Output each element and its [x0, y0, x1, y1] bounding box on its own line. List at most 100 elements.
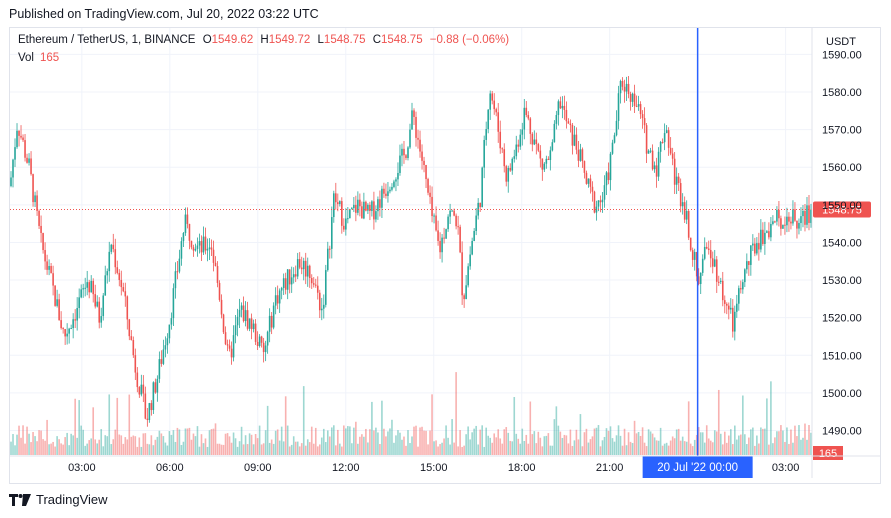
volume-bar [561, 437, 564, 455]
candle-body [84, 287, 86, 289]
currency-label: USDT [826, 36, 856, 48]
axes: USDT1490.001500.001510.001520.001530.001… [10, 28, 881, 478]
candle-body [232, 335, 235, 358]
volume-bar [266, 405, 269, 455]
volume-bar [254, 433, 257, 455]
candle-body [443, 237, 445, 239]
candle-body [385, 193, 387, 196]
y-tick-label: 1530.00 [822, 275, 862, 287]
candle-body [776, 209, 778, 222]
candle-body [437, 230, 439, 241]
volume-bar [603, 436, 606, 455]
candle-body [98, 301, 101, 323]
volume-bar [659, 427, 662, 455]
candle-body [276, 295, 279, 304]
high-value: 1549.72 [268, 34, 311, 46]
volume-bar [218, 443, 221, 455]
candle-body [593, 191, 596, 213]
candle-body [529, 118, 532, 134]
candle-body [202, 236, 205, 253]
volume-bar [152, 445, 155, 455]
volume-bar [794, 425, 796, 455]
volume-bar [274, 430, 277, 455]
volume-bar [531, 434, 534, 455]
volume-bar [497, 429, 500, 455]
volume-bar [475, 425, 477, 455]
volume-bar [485, 427, 487, 455]
candle-body [104, 275, 107, 296]
x-tick-label: 09:00 [244, 462, 272, 474]
volume-bar [170, 434, 173, 455]
volume-bar [272, 443, 275, 455]
candle-body [371, 201, 373, 211]
candle-body [40, 225, 42, 233]
footer[interactable]: TradingView [9, 492, 108, 507]
candle-body [389, 189, 391, 192]
candle-body [154, 382, 157, 393]
volume-bar [549, 445, 552, 455]
candle-body [304, 260, 307, 277]
volume-bar [80, 425, 82, 455]
volume-bar [166, 445, 169, 455]
volume-bar [691, 446, 694, 455]
candle-body [479, 202, 481, 208]
volume-bar [553, 419, 556, 455]
candle-body [379, 199, 381, 208]
candle-body [126, 296, 129, 320]
volume-bar [641, 427, 644, 455]
candle-body [565, 109, 568, 122]
candle-body [214, 262, 217, 267]
volume-bar [395, 435, 397, 455]
candle-body [523, 107, 526, 130]
candle-body [170, 318, 173, 325]
candle-body [401, 148, 403, 156]
candle-body [166, 338, 169, 346]
candle-body [583, 161, 586, 173]
candle-body [465, 285, 467, 300]
volume-bar [563, 434, 566, 455]
candle-body [300, 267, 303, 270]
candle-body [92, 280, 95, 295]
volume-bar [437, 446, 439, 455]
candle-body [719, 280, 722, 282]
candle-body [351, 208, 353, 210]
volume-bar [258, 425, 261, 455]
candle-body [242, 305, 245, 322]
candle-body [30, 158, 32, 175]
candle-body [335, 193, 337, 203]
volume-bar [615, 435, 618, 455]
volume-bar [772, 443, 774, 455]
candle-body [707, 248, 710, 250]
candle-body [703, 246, 706, 259]
candle-body [365, 201, 367, 211]
candle-body [150, 403, 153, 411]
candle-body [391, 186, 393, 190]
candle-body [585, 172, 588, 184]
volume-bar [90, 438, 93, 455]
candle-body [312, 283, 315, 285]
chart-frame[interactable] [9, 27, 881, 484]
volume-bar [790, 429, 792, 455]
candle-body [377, 199, 379, 212]
volume-bar [148, 444, 151, 455]
candle-body [264, 345, 267, 353]
candle-body [732, 307, 734, 332]
y-tick-label: 1590.00 [822, 49, 862, 61]
footer-brand: TradingView [36, 492, 108, 507]
candle-body [513, 156, 516, 159]
candle-body [200, 241, 203, 253]
volume-bar [756, 435, 758, 455]
candle-body [461, 252, 463, 296]
crosshair-time-tag [642, 456, 753, 478]
candle-body [541, 158, 544, 170]
candle-body [324, 270, 327, 305]
candle-body [226, 344, 229, 346]
candle-body [44, 250, 46, 262]
volume-bar [182, 441, 185, 455]
volume-bar [318, 444, 321, 455]
volume-bar [282, 441, 285, 455]
volume-bar [629, 441, 632, 455]
volume-bar [150, 435, 153, 455]
candle-body [80, 289, 82, 298]
